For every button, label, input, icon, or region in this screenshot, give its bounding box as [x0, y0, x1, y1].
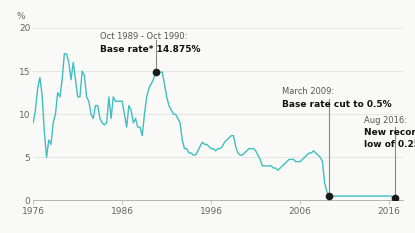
Text: New record: New record	[364, 128, 415, 137]
Text: March 2009:: March 2009:	[282, 87, 334, 96]
Text: Base rate* 14.875%: Base rate* 14.875%	[100, 45, 200, 54]
Text: low of 0.25%: low of 0.25%	[364, 140, 415, 149]
Text: Base rate cut to 0.5%: Base rate cut to 0.5%	[282, 99, 392, 109]
Text: %: %	[17, 12, 25, 21]
Text: Oct 1989 - Oct 1990:: Oct 1989 - Oct 1990:	[100, 32, 187, 41]
Text: Aug 2016:: Aug 2016:	[364, 116, 407, 125]
